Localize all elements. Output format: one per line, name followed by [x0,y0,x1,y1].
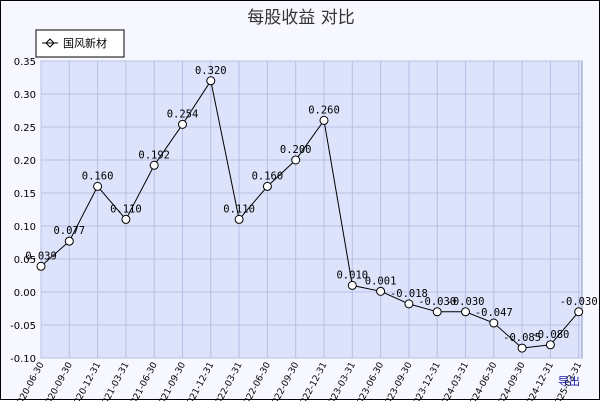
y-tick-label: 0.25 [14,123,36,134]
data-point[interactable] [36,261,46,271]
chart-title: 每股收益 对比 [247,8,354,28]
y-tick-label: 0.05 [14,255,36,266]
data-point[interactable] [347,280,357,290]
x-tick-label: 2022-09-30 [268,360,302,401]
y-tick-label: 0.30 [14,90,36,101]
y-tick-label: 0.10 [14,222,36,233]
series-line-path [40,79,580,349]
x-tick-label: 2022-06-30 [240,360,274,401]
data-label: 0.001 [365,275,397,287]
x-tick-label: 2024-12-31 [523,361,556,401]
data-labels: 0.039 0.077 0.160 0.110 0.192 0.254 0.320 0.110… [25,65,597,344]
data-label: 0.160 [82,170,114,182]
x-tick-label: 2021-06-30 [126,360,160,401]
x-tick-label: 2022-12-31 [296,361,329,401]
data-point[interactable] [545,340,555,350]
export-link[interactable]: 导出 [558,374,580,388]
data-point[interactable] [489,318,499,328]
grid-lines [40,60,582,359]
data-point[interactable] [291,155,301,165]
data-label: -0.018 [390,288,428,300]
data-point[interactable] [461,307,470,317]
y-tick-label: 0.00 [14,288,36,299]
data-label: -0.030 [447,296,485,308]
y-tick-label: 0.35 [14,57,36,68]
x-tick-label: 2021-12-31 [183,361,216,401]
data-point[interactable] [319,115,329,125]
data-label: 0.110 [223,203,255,215]
data-label: 0.192 [138,149,170,161]
x-tick-label: 2020-09-30 [42,360,76,401]
data-label: 0.200 [280,144,312,156]
legend: 国风新材 [35,29,125,58]
y-tick-label: 0.15 [14,189,36,200]
x-tick-label: 2023-12-31 [409,361,442,401]
data-point[interactable] [404,299,414,309]
data-label: 0.077 [53,225,85,237]
x-tick-label: 2024-06-30 [466,360,500,401]
data-label: -0.030 [418,296,456,308]
x-tick-label: 2023-03-31 [325,361,358,401]
data-point[interactable] [64,236,74,246]
x-tick-label: 2020-06-30 [13,360,47,401]
y-tick-label: -0.10 [10,354,36,365]
x-tick-label: 2020-12-31 [70,361,103,401]
series-line [40,79,580,349]
data-label: 0.320 [195,65,227,77]
data-label: 0.260 [308,104,340,116]
data-point[interactable] [432,307,442,317]
x-tick-label: 2021-09-30 [155,360,189,401]
x-axis: 2020-06-302020-09-302020-12-312021-03-31… [13,360,584,401]
y-tick-label: -0.05 [10,321,36,332]
y-tick-label: 0.20 [14,156,36,167]
data-point[interactable] [262,181,272,191]
data-label: 0.010 [336,269,368,281]
data-label: -0.085 [503,332,541,344]
x-tick-label: 2023-09-30 [381,360,415,401]
x-tick-label: 2024-09-30 [494,360,528,401]
series-markers [36,76,584,353]
data-label: 0.039 [25,250,57,262]
data-label: 0.254 [167,108,199,120]
data-point[interactable] [234,214,244,224]
data-point[interactable] [206,76,216,86]
data-point[interactable] [93,181,103,191]
data-point[interactable] [574,307,584,317]
data-label: 0.160 [252,170,284,182]
legend-label: 国风新材 [63,36,107,50]
data-label: -0.030 [560,296,598,308]
y-axis: 0.35 0.30 0.25 0.20 0.15 0.10 0.05 0.00 -0.05 -0.… [10,57,36,365]
circle-marker-icon [45,38,55,48]
x-tick-label: 2023-06-30 [353,360,387,401]
data-point[interactable] [149,160,159,170]
data-point[interactable] [517,343,527,353]
x-tick-label: 2022-03-31 [211,361,244,401]
data-point[interactable] [178,119,187,129]
data-label: -0.080 [531,329,569,341]
data-point[interactable] [121,214,131,224]
data-point[interactable] [376,286,386,296]
data-label: 0.110 [110,203,142,215]
x-tick-label: 2021-03-31 [98,361,131,401]
x-tick-label: 2024-03-31 [438,361,471,401]
data-label: -0.047 [475,307,513,319]
